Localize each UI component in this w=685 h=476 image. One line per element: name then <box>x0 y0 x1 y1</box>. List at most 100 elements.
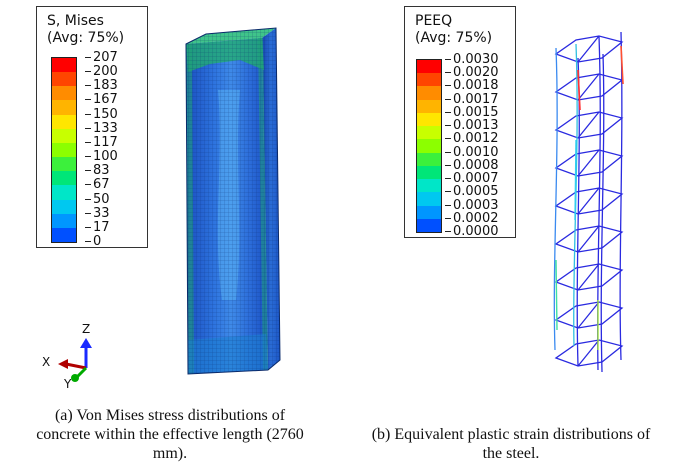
peeq-legend-swatch <box>417 152 441 167</box>
z-axis-arrow <box>80 338 92 348</box>
column-mesh-top <box>186 28 276 44</box>
stress-legend-swatch <box>52 86 76 101</box>
peeq-legend-tick-label: 0.0008 <box>445 157 499 173</box>
stress-legend-swatch <box>52 100 76 116</box>
caption-a-line2: concrete within the effective length (27… <box>36 426 304 443</box>
stress-legend-tick-label: 200 <box>85 64 118 80</box>
caption-b-line1: (b) Equivalent plastic strain distributi… <box>371 426 651 443</box>
column-outline <box>185 27 281 375</box>
stress-legend-swatch <box>52 114 76 130</box>
stirrup <box>554 187 624 215</box>
stirrup <box>554 339 624 367</box>
column-mesh-front <box>186 38 268 374</box>
caption-a-line3: mm). <box>152 445 188 462</box>
peeq-legend-tick-label: 0.0015 <box>445 104 499 120</box>
peeq-legend-title-line2: (Avg: 75%) <box>415 30 493 46</box>
stirrup <box>554 35 624 63</box>
caption-b: (b) Equivalent plastic strain distributi… <box>346 425 676 463</box>
stress-legend-tick-label: 67 <box>85 177 110 193</box>
peeq-legend-swatch <box>417 165 441 180</box>
column-mesh-side <box>262 28 280 370</box>
peeq-legend-swatch <box>417 126 441 140</box>
peeq-legend-swatch <box>417 73 441 87</box>
peeq-legend-swatch <box>417 112 441 127</box>
z-axis-label: Z <box>82 322 90 336</box>
stress-legend-tick-label: 133 <box>85 120 118 136</box>
stirrup <box>554 301 624 329</box>
peeq-legend-swatch <box>417 192 441 207</box>
peeq-legend-tick-label: 0.0005 <box>445 184 499 200</box>
stress-legend-tick-label: 207 <box>85 50 118 65</box>
longitudinal-bar-1 <box>553 47 558 351</box>
peeq-legend-swatch <box>417 86 441 101</box>
stress-legend-swatch <box>52 213 76 229</box>
peeq-legend-tick-label: 0.0002 <box>445 210 499 226</box>
peeq-legend-swatch <box>417 179 441 193</box>
stress-legend-tick-label: 167 <box>85 92 118 108</box>
peeq-legend-swatch <box>417 205 441 220</box>
peeq-legend-tick-label: 0.0007 <box>445 171 499 187</box>
stress-legend-tick-label: 150 <box>85 106 118 122</box>
x-axis-label: X <box>42 355 50 369</box>
caption-a-line1: (a) Von Mises stress distributions of <box>54 407 286 424</box>
stress-legend-tick-label: 117 <box>85 134 118 150</box>
longitudinal-bar-4 <box>619 31 623 361</box>
stress-legend-swatch <box>52 171 76 186</box>
stirrup <box>554 111 624 139</box>
stress-legend-swatch <box>52 199 76 215</box>
stress-legend-tick-label: 17 <box>85 219 110 235</box>
x-axis-arrow <box>58 359 68 369</box>
bar-strain-mark-1 <box>555 259 558 331</box>
stirrup <box>554 149 624 177</box>
stirrup <box>554 225 624 253</box>
stress-color-bar <box>51 57 77 243</box>
stirrup <box>554 73 624 101</box>
stress-legend-tick-label: 100 <box>85 149 118 165</box>
stress-legend-tick-label: 183 <box>85 78 118 94</box>
steel-cage <box>553 31 624 373</box>
peeq-legend-tick-label: 0.0017 <box>445 91 499 107</box>
stress-legend-tick-label: 50 <box>85 191 110 207</box>
peeq-legend-tick-label: 0.0003 <box>445 197 499 213</box>
peeq-legend-tick-label: 0.0013 <box>445 118 499 134</box>
peeq-legend-tick-label: 0.0010 <box>445 144 499 160</box>
peeq-legend-tick-label: 0.0000 <box>445 224 499 239</box>
stress-legend-swatch <box>52 227 76 243</box>
stress-legend-swatch <box>52 157 76 172</box>
stirrups <box>554 35 624 367</box>
peeq-legend: PEEQ (Avg: 75%) 0.0030 0.0020 0.0018 0.0017… <box>404 6 516 238</box>
caption-b-line2: the steel. <box>482 445 540 462</box>
stress-legend-title-line2: (Avg: 75%) <box>47 30 125 46</box>
stress-legend-swatch <box>52 72 76 87</box>
concrete-column <box>185 27 281 375</box>
longitudinal-bar-6 <box>600 53 605 373</box>
peeq-legend-title: PEEQ (Avg: 75%) <box>415 13 492 47</box>
stirrup <box>554 263 624 291</box>
stress-legend-title-line1: S, Mises <box>47 13 104 29</box>
peeq-legend-swatch <box>417 139 441 154</box>
caption-a: (a) Von Mises stress distributions of co… <box>20 406 320 463</box>
bar-yield-mark-1 <box>577 69 581 111</box>
peeq-legend-title-line1: PEEQ <box>415 13 453 29</box>
peeq-legend-swatch <box>417 60 441 74</box>
y-axis-label: Y <box>63 377 72 391</box>
bar-yield-mark-2 <box>620 45 624 85</box>
peeq-legend-tick-label: 0.0018 <box>445 78 499 94</box>
peeq-legend-swatch <box>417 218 441 233</box>
peeq-legend-tick-label: 0.0030 <box>445 52 499 67</box>
stress-legend: S, Mises (Avg: 75%) 207 200 183 167 150 133 11… <box>36 6 148 248</box>
stress-legend-tick-label: 83 <box>85 163 110 179</box>
y-axis-arrow <box>71 374 79 382</box>
bar-strain-mark-3 <box>574 139 577 221</box>
stress-legend-tick-label: 0 <box>84 234 102 249</box>
peeq-color-bar <box>416 59 442 233</box>
peeq-legend-tick-label: 0.0012 <box>445 131 499 147</box>
x-axis-line <box>65 362 87 370</box>
stress-legend-tick-label: 33 <box>85 205 110 221</box>
stress-legend-swatch <box>52 128 76 144</box>
stress-legend-title: S, Mises (Avg: 75%) <box>47 13 124 47</box>
peeq-legend-tick-label: 0.0020 <box>445 65 499 81</box>
stress-legend-swatch <box>52 58 76 73</box>
stress-legend-swatch <box>52 185 76 201</box>
